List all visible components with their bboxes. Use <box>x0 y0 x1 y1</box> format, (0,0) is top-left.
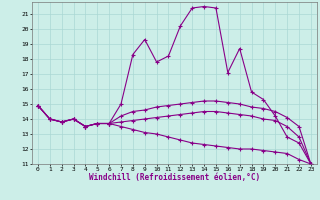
X-axis label: Windchill (Refroidissement éolien,°C): Windchill (Refroidissement éolien,°C) <box>89 173 260 182</box>
